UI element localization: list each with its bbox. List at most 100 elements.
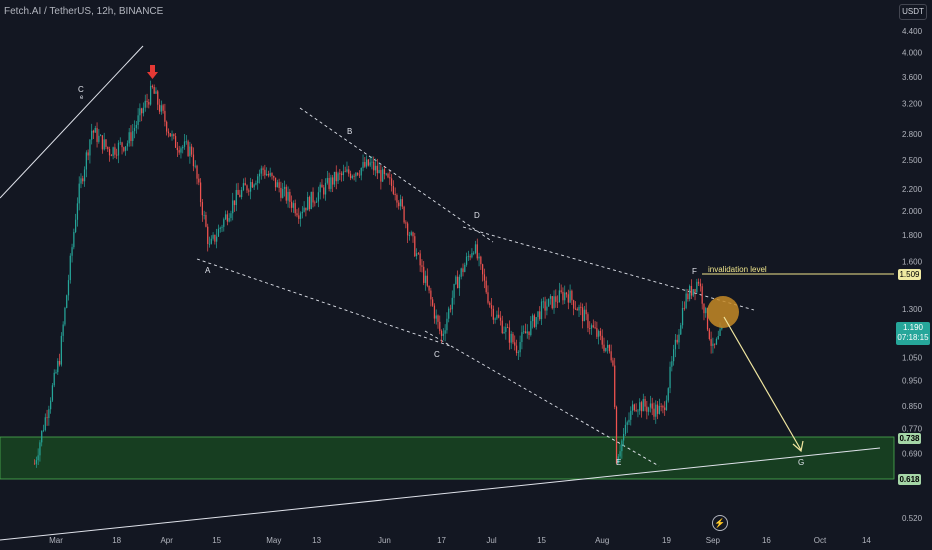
candle-body — [603, 344, 605, 351]
candle-body — [696, 281, 698, 293]
candle-body — [562, 291, 564, 301]
candle-body — [376, 165, 378, 174]
candle-body — [548, 298, 550, 307]
candle-body — [558, 290, 561, 303]
candle-body — [360, 167, 362, 176]
candle-body — [276, 182, 278, 188]
candle-body — [235, 190, 237, 206]
candle-body — [155, 91, 157, 94]
candle-body — [80, 178, 82, 184]
candle-body — [669, 366, 671, 389]
candle-body — [414, 236, 416, 257]
y-tick-label: 3.600 — [902, 73, 923, 82]
candle-body — [457, 276, 459, 289]
wave-label-d: D — [474, 211, 480, 220]
candle-body — [226, 214, 228, 222]
red-arrow-down-icon — [147, 65, 158, 79]
candle-body — [348, 169, 350, 174]
candle-body — [117, 142, 120, 156]
candle-body — [683, 307, 685, 309]
candle-body — [362, 162, 364, 168]
candle-body — [223, 219, 225, 227]
candle-body — [555, 296, 557, 302]
candle-body — [273, 176, 275, 178]
candle-body — [433, 305, 436, 319]
candle-body — [706, 308, 709, 330]
candle-body — [228, 218, 230, 222]
wave-label-e1: e — [80, 95, 84, 101]
candle-body — [205, 214, 207, 227]
candle-body — [653, 408, 655, 417]
candle-body — [196, 165, 198, 179]
candle-body — [264, 169, 266, 176]
candle-body — [51, 385, 54, 401]
candle-body — [380, 170, 382, 182]
candle-body — [262, 168, 264, 170]
candle-body — [687, 293, 689, 300]
candle-body — [483, 274, 486, 281]
candle-body — [132, 131, 134, 142]
candle-body — [166, 121, 168, 132]
candle-body — [473, 252, 475, 254]
candle-body — [565, 292, 568, 295]
y-axis: 4.400 4.000 3.600 3.200 2.800 2.500 2.200 2.000… — [902, 27, 923, 523]
candle-body — [230, 213, 232, 219]
candle-body — [257, 176, 259, 184]
chart-title: Fetch.AI / TetherUS, 12h, BINANCE — [4, 6, 164, 17]
candle-body — [553, 296, 555, 309]
candle-body — [432, 299, 434, 306]
candle-body — [649, 403, 652, 408]
candle-body — [407, 223, 409, 236]
candle-body — [248, 190, 250, 192]
candle-body — [308, 197, 311, 210]
candle-body — [374, 165, 377, 171]
candle-body — [717, 336, 719, 339]
candle-body — [303, 207, 305, 212]
candle-body — [162, 105, 164, 111]
candle-body — [183, 141, 186, 147]
candle-body — [424, 275, 427, 283]
candle-body — [192, 154, 195, 167]
candle-body — [448, 308, 450, 319]
candle-body — [531, 315, 534, 322]
candle-body — [312, 191, 314, 203]
candle-body — [637, 410, 639, 412]
x-tick-label: Aug — [595, 536, 609, 545]
candle-body — [489, 302, 491, 306]
candle-body — [451, 297, 453, 310]
candle-body — [69, 255, 71, 281]
candle-body — [108, 149, 111, 156]
candle-body — [642, 399, 644, 412]
candle-body — [417, 253, 419, 255]
x-tick-label: 14 — [862, 536, 871, 545]
y-tick-label: 0.950 — [902, 377, 923, 386]
candle-body — [182, 146, 184, 149]
candle-body — [142, 107, 145, 114]
lightning-icon[interactable]: ⚡ — [712, 515, 728, 531]
candle-body — [239, 194, 241, 198]
candle-body — [278, 182, 280, 188]
x-tick-label: May — [266, 536, 281, 545]
candle-body — [292, 203, 295, 208]
candle-body — [619, 451, 621, 457]
candle-body — [260, 168, 262, 174]
candle-body — [387, 173, 389, 178]
candle-body — [326, 177, 328, 183]
candle-body — [199, 182, 202, 203]
candle-body — [112, 147, 114, 156]
candle-body — [517, 352, 519, 354]
candle-body — [501, 320, 503, 334]
candle-body — [323, 187, 325, 195]
candle-body — [157, 91, 159, 105]
candle-body — [405, 222, 407, 224]
candle-body — [269, 173, 271, 176]
candle-body — [521, 332, 523, 343]
candle-body — [510, 333, 512, 343]
candle-body — [646, 406, 648, 412]
candle-body — [689, 286, 691, 300]
currency-badge[interactable]: USDT — [899, 4, 927, 20]
candle-body — [291, 201, 293, 208]
candle-body — [624, 424, 627, 434]
candle-body — [626, 422, 628, 425]
